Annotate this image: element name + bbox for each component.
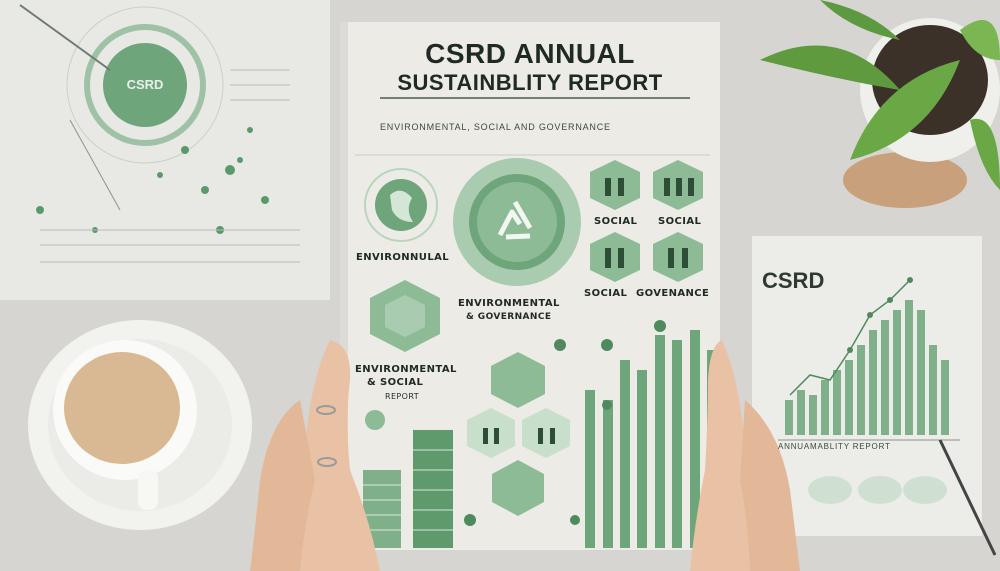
report-subtitle: ENVIRONMENTAL, SOCIAL AND GOVERNANCE — [380, 122, 611, 132]
label-environmental-left: ENVIRONNULAL — [356, 252, 450, 263]
label-report-small: REPORT — [385, 392, 419, 401]
right-paper-sheet — [752, 236, 997, 556]
label-environmental-center: ENVIRONMENTAL — [458, 298, 560, 309]
report-title-line-1: CSRD ANNUAL — [425, 38, 635, 69]
label-env-social-line-2: & SOCIAL — [367, 377, 424, 388]
recycle-icon — [497, 200, 533, 240]
report-cover — [340, 22, 720, 550]
left-sheet-badge-text: CSRD — [126, 77, 164, 92]
plant — [760, 0, 1000, 208]
csrd-badge-circle — [103, 43, 187, 127]
label-environmental-center-sub: & GOVERNANCE — [466, 312, 552, 322]
right-chart — [785, 300, 949, 435]
label-social-2: SOCIAL — [658, 216, 702, 227]
coffee-cup — [28, 320, 252, 530]
label-env-social-line-1: ENVIRONMENTAL — [355, 364, 457, 375]
report-title-line-2: SUSTAINBLITY REPORT — [397, 70, 663, 95]
right-sheet-caption: ANNUAMABLITY REPORT — [778, 442, 891, 451]
label-social-1: SOCIAL — [594, 216, 638, 227]
label-governance: GOVENANCE — [636, 288, 710, 299]
left-sheet-badge: CSRD — [115, 77, 175, 92]
social-hex-grid — [590, 160, 703, 282]
label-social-3: SOCIAL — [584, 288, 628, 299]
hands — [250, 340, 800, 571]
left-paper-sheet — [0, 0, 330, 300]
right-sheet-title: CSRD — [762, 268, 825, 293]
